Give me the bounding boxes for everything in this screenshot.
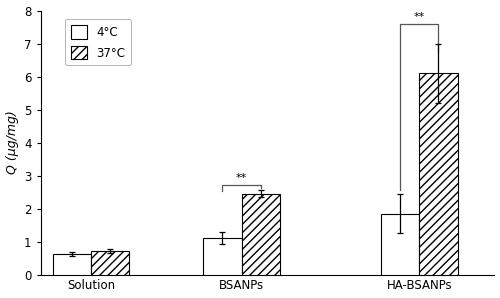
Bar bbox=[91, 251, 130, 274]
Bar bbox=[420, 73, 458, 274]
Text: **: ** bbox=[414, 12, 425, 22]
Bar bbox=[53, 254, 91, 274]
Text: **: ** bbox=[236, 173, 247, 183]
Bar bbox=[381, 214, 420, 274]
Bar bbox=[242, 194, 280, 274]
Y-axis label: Q (μg/mg): Q (μg/mg) bbox=[6, 111, 18, 174]
Legend: 4°C, 37°C: 4°C, 37°C bbox=[64, 19, 132, 66]
Bar bbox=[204, 238, 242, 274]
